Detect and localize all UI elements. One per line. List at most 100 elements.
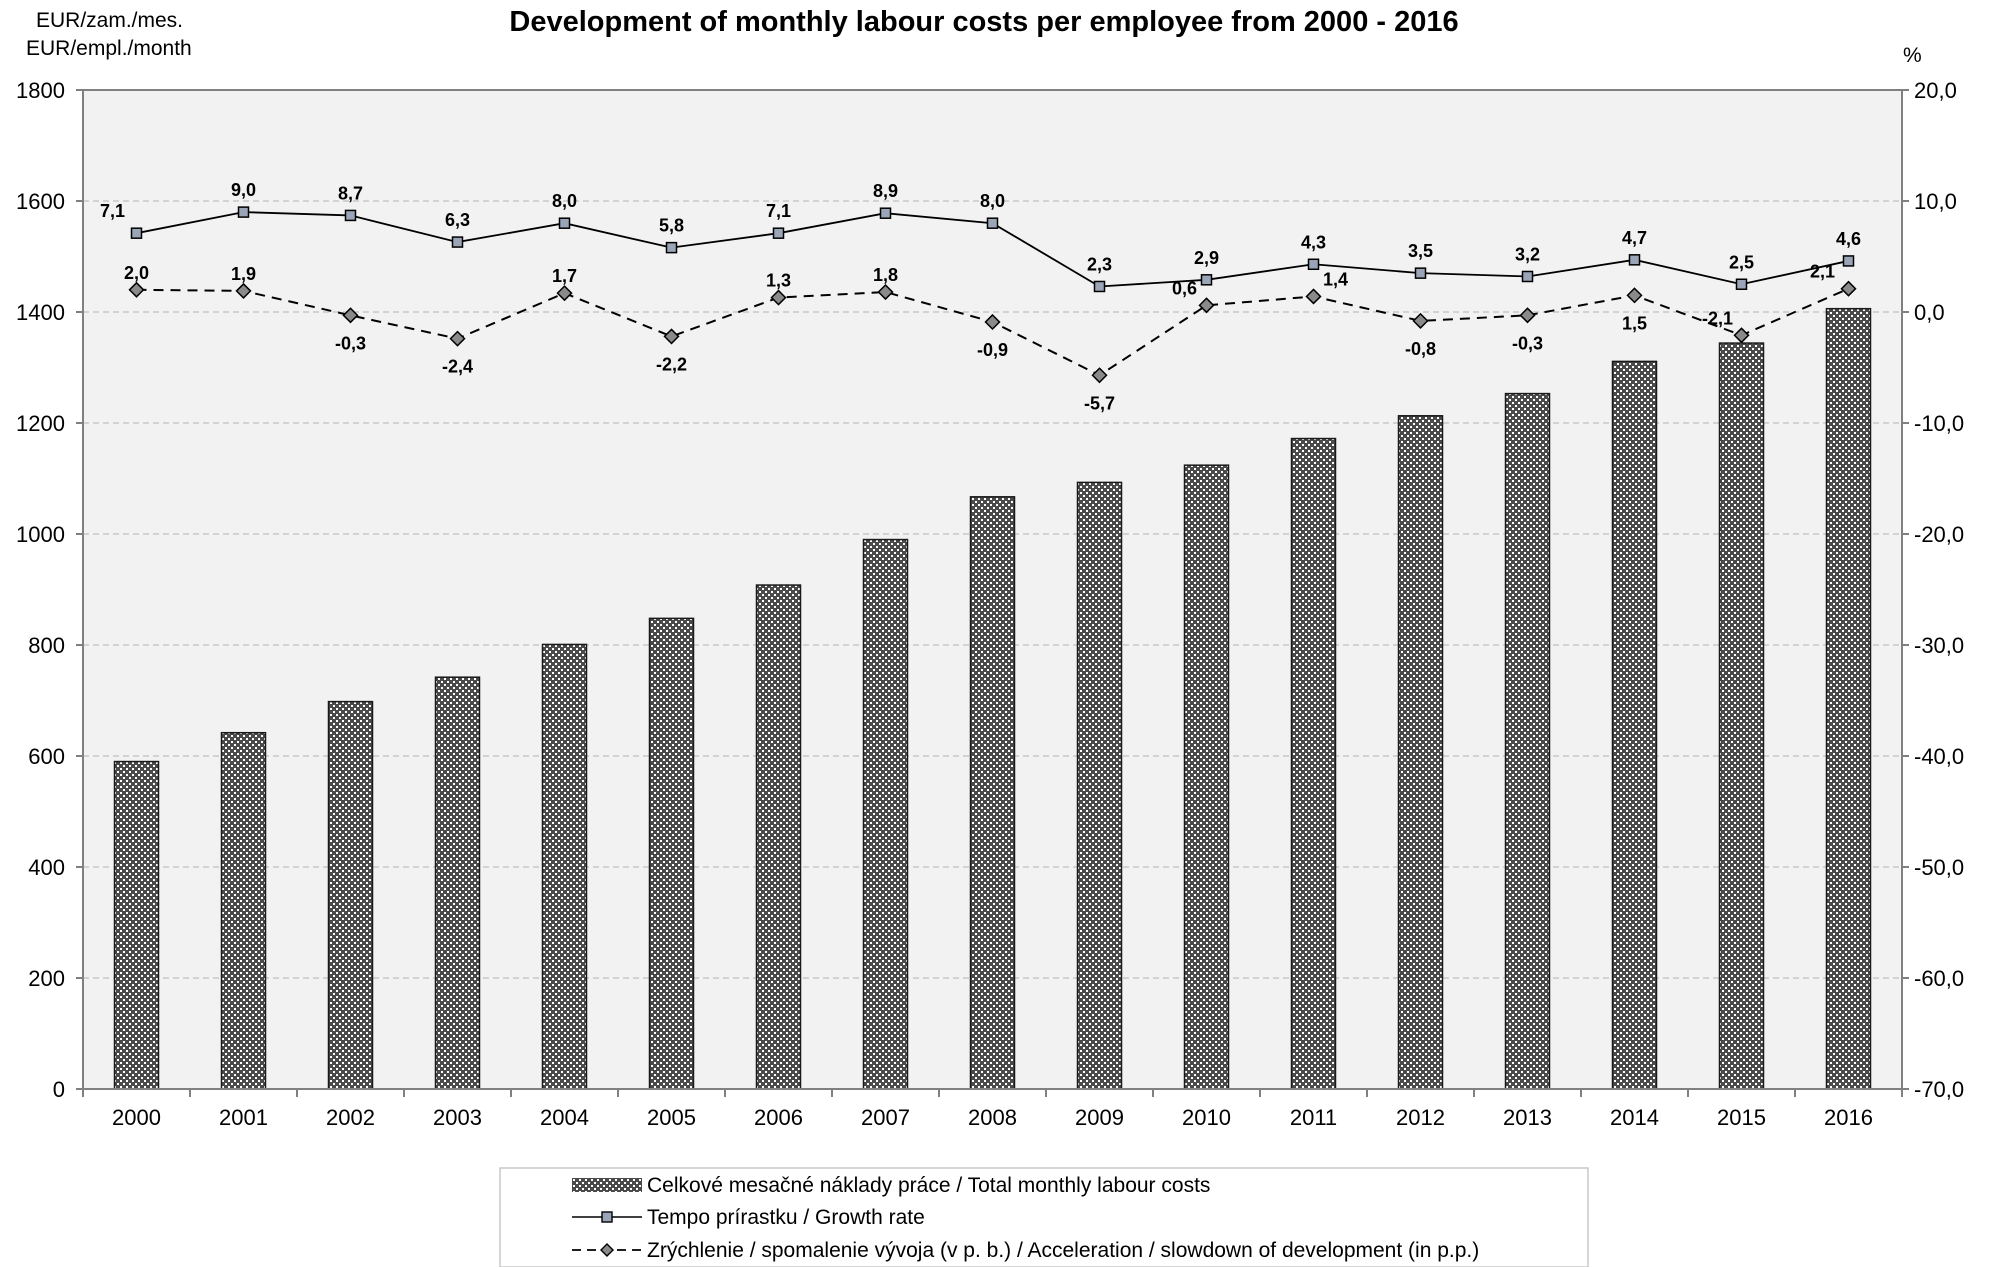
growth-data-label: 8,9 bbox=[873, 181, 898, 201]
growth-point-2004 bbox=[558, 217, 571, 229]
bar-2006 bbox=[755, 584, 802, 1090]
axis-ticks: 0 -70,0 200 -60,0 400 -50,0 600 -40,0 800 -30,0 10… bbox=[16, 78, 1964, 1130]
bar-2001 bbox=[220, 731, 267, 1090]
acceleration-point-2012 bbox=[1412, 312, 1429, 329]
growth-point-2012 bbox=[1414, 267, 1427, 279]
acceleration-data-label: -0,8 bbox=[1405, 339, 1436, 359]
left-tick-label: 0 bbox=[53, 1077, 65, 1102]
bar-2005 bbox=[648, 617, 695, 1090]
x-tick-label: 2010 bbox=[1182, 1105, 1231, 1130]
x-tick-label: 2000 bbox=[112, 1105, 161, 1130]
acceleration-point-2001 bbox=[235, 282, 252, 299]
bar-2016 bbox=[1825, 307, 1872, 1090]
acceleration-point-2008 bbox=[984, 313, 1001, 331]
x-tick-label: 2012 bbox=[1396, 1105, 1445, 1130]
growth-data-label: 7,1 bbox=[100, 201, 125, 221]
growth-data-label: 3,5 bbox=[1408, 241, 1433, 261]
line-series bbox=[128, 206, 1857, 384]
growth-data-label: 8,0 bbox=[552, 191, 577, 211]
acceleration-data-label: 1,8 bbox=[873, 265, 898, 285]
left-tick-label: 600 bbox=[28, 744, 65, 769]
right-tick-label: 10,0 bbox=[1914, 189, 1957, 214]
growth-point-2006 bbox=[772, 227, 785, 239]
growth-point-2005 bbox=[665, 241, 678, 254]
acceleration-data-label: 1,4 bbox=[1323, 269, 1348, 289]
acceleration-data-label: -0,9 bbox=[977, 340, 1008, 360]
legend-label-accel: Zrýchlenie / spomalenie vývoja (v p. b.)… bbox=[647, 1239, 1479, 1262]
x-tick-label: 2013 bbox=[1503, 1105, 1552, 1130]
bar-2014 bbox=[1611, 360, 1658, 1090]
growth-point-2003 bbox=[451, 236, 464, 248]
growth-data-label: 5,8 bbox=[659, 216, 684, 236]
x-tick-label: 2014 bbox=[1610, 1105, 1659, 1130]
legend-label-growth: Tempo prírastku / Growth rate bbox=[647, 1206, 925, 1229]
bar-2010 bbox=[1183, 464, 1230, 1090]
left-tick-label: 1200 bbox=[16, 411, 65, 436]
growth-data-label: 4,6 bbox=[1836, 229, 1861, 249]
bar-2015 bbox=[1718, 342, 1765, 1090]
growth-data-label: 6,3 bbox=[445, 210, 470, 230]
acceleration-point-2007 bbox=[877, 283, 894, 301]
growth-data-label: 3,2 bbox=[1515, 244, 1540, 264]
growth-point-2000 bbox=[130, 227, 143, 239]
growth-point-2011 bbox=[1307, 258, 1320, 271]
left-tick-label: 1000 bbox=[16, 522, 65, 547]
growth-point-2007 bbox=[879, 207, 892, 219]
acceleration-point-2006 bbox=[770, 289, 787, 306]
left-tick-label: 1600 bbox=[16, 189, 65, 214]
acceleration-point-2016 bbox=[1840, 280, 1857, 297]
bar-2004 bbox=[541, 643, 588, 1090]
acceleration-point-2010 bbox=[1198, 297, 1215, 314]
bar-2008 bbox=[969, 496, 1016, 1090]
right-tick-label: -30,0 bbox=[1914, 633, 1964, 658]
bar-series bbox=[113, 307, 1872, 1090]
growth-data-label: 2,9 bbox=[1194, 248, 1219, 268]
acceleration-point-2004 bbox=[556, 285, 573, 302]
x-tick-label: 2011 bbox=[1290, 1105, 1337, 1130]
right-tick-label: 0,0 bbox=[1914, 300, 1945, 325]
growth-data-label: 4,7 bbox=[1622, 228, 1647, 248]
acceleration-point-2013 bbox=[1519, 307, 1536, 324]
acceleration-point-2000 bbox=[128, 281, 145, 298]
acceleration-data-label: -2,1 bbox=[1702, 308, 1733, 328]
right-tick-label: 20,0 bbox=[1914, 78, 1957, 103]
legend-box bbox=[499, 1167, 1589, 1267]
legend-accel-marker bbox=[600, 1243, 614, 1257]
acceleration-data-label: 1,5 bbox=[1622, 313, 1647, 333]
x-tick-label: 2016 bbox=[1824, 1105, 1873, 1130]
growth-point-2016 bbox=[1842, 255, 1855, 267]
growth-data-label: 8,7 bbox=[338, 183, 363, 203]
acceleration-data-label: -5,7 bbox=[1084, 393, 1115, 413]
left-tick-label: 800 bbox=[28, 633, 65, 658]
left-tick-label: 1800 bbox=[16, 78, 65, 103]
left-tick-label: 1400 bbox=[16, 300, 65, 325]
growth-point-2009 bbox=[1093, 280, 1106, 293]
acceleration-point-2002 bbox=[342, 307, 359, 324]
x-tick-label: 2015 bbox=[1717, 1105, 1766, 1130]
x-tick-label: 2004 bbox=[540, 1105, 589, 1130]
x-tick-label: 2006 bbox=[754, 1105, 803, 1130]
acceleration-point-2005 bbox=[663, 328, 680, 345]
acceleration-point-2014 bbox=[1626, 287, 1643, 304]
x-tick-label: 2009 bbox=[1075, 1105, 1124, 1130]
gridlines bbox=[83, 200, 1902, 979]
growth-data-label: 2,5 bbox=[1729, 252, 1754, 272]
acceleration-data-label: 2,1 bbox=[1810, 262, 1835, 282]
x-tick-label: 2005 bbox=[647, 1105, 696, 1130]
left-axis-unit-line1: EUR/zam./mes. bbox=[36, 9, 183, 32]
growth-data-label: 4,3 bbox=[1301, 232, 1326, 252]
acceleration-data-label: 1,9 bbox=[231, 264, 256, 284]
x-tick-label: 2007 bbox=[861, 1105, 910, 1130]
growth-data-label: 8,0 bbox=[980, 191, 1005, 211]
chart-title: Development of monthly labour costs per … bbox=[509, 6, 1458, 38]
left-tick-label: 400 bbox=[28, 855, 65, 880]
right-tick-label: -20,0 bbox=[1914, 522, 1964, 547]
legend-bar-swatch bbox=[572, 1178, 642, 1192]
growth-point-2001 bbox=[237, 206, 250, 218]
growth-point-2002 bbox=[344, 209, 357, 222]
acceleration-data-label: -2,4 bbox=[442, 357, 473, 377]
right-tick-label: -40,0 bbox=[1914, 744, 1964, 769]
acceleration-point-2015 bbox=[1733, 327, 1750, 344]
right-axis-unit: % bbox=[1903, 44, 1922, 67]
acceleration-point-2009 bbox=[1091, 367, 1108, 384]
